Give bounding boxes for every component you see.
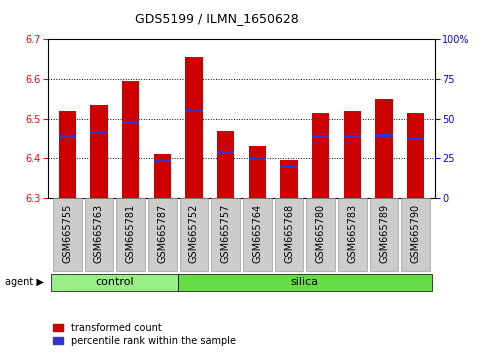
Bar <box>375 99 393 198</box>
Text: GSM665755: GSM665755 <box>62 204 72 263</box>
Bar <box>154 160 171 162</box>
FancyBboxPatch shape <box>243 198 271 271</box>
Bar <box>185 57 203 198</box>
Bar <box>312 135 329 138</box>
FancyBboxPatch shape <box>275 198 303 271</box>
Text: GSM665787: GSM665787 <box>157 204 167 263</box>
Text: GSM665781: GSM665781 <box>126 204 136 263</box>
Text: GDS5199 / ILMN_1650628: GDS5199 / ILMN_1650628 <box>135 12 299 25</box>
Bar <box>217 151 234 154</box>
Bar <box>343 135 361 138</box>
Bar <box>90 105 108 198</box>
FancyBboxPatch shape <box>180 198 208 271</box>
FancyBboxPatch shape <box>338 198 367 271</box>
Bar <box>407 138 425 141</box>
Bar <box>249 147 266 198</box>
Bar <box>375 134 393 137</box>
FancyBboxPatch shape <box>306 198 335 271</box>
Bar <box>58 111 76 198</box>
FancyBboxPatch shape <box>401 198 430 271</box>
Bar <box>90 131 108 134</box>
FancyBboxPatch shape <box>148 198 177 271</box>
Text: GSM665783: GSM665783 <box>347 204 357 263</box>
Bar <box>58 135 76 138</box>
Text: GSM665768: GSM665768 <box>284 204 294 263</box>
Bar <box>312 113 329 198</box>
Text: GSM665764: GSM665764 <box>252 204 262 263</box>
Bar <box>407 113 425 198</box>
Bar <box>280 166 298 169</box>
FancyBboxPatch shape <box>370 198 398 271</box>
FancyBboxPatch shape <box>52 274 178 291</box>
Bar <box>185 109 203 112</box>
Text: GSM665780: GSM665780 <box>316 204 326 263</box>
FancyBboxPatch shape <box>178 274 431 291</box>
Bar <box>280 160 298 198</box>
Legend: transformed count, percentile rank within the sample: transformed count, percentile rank withi… <box>53 323 236 346</box>
Text: silica: silica <box>291 277 319 287</box>
FancyBboxPatch shape <box>53 198 82 271</box>
Bar <box>249 157 266 160</box>
Bar <box>343 111 361 198</box>
FancyBboxPatch shape <box>212 198 240 271</box>
Bar <box>154 154 171 198</box>
Bar <box>122 121 140 124</box>
Text: control: control <box>96 277 134 287</box>
Text: GSM665789: GSM665789 <box>379 204 389 263</box>
Text: GSM665790: GSM665790 <box>411 204 421 263</box>
Text: GSM665763: GSM665763 <box>94 204 104 263</box>
Bar <box>122 81 140 198</box>
Text: GSM665757: GSM665757 <box>221 204 231 263</box>
Bar <box>217 131 234 198</box>
FancyBboxPatch shape <box>116 198 145 271</box>
FancyBboxPatch shape <box>85 198 113 271</box>
Text: agent ▶: agent ▶ <box>5 277 43 287</box>
Text: GSM665752: GSM665752 <box>189 204 199 263</box>
